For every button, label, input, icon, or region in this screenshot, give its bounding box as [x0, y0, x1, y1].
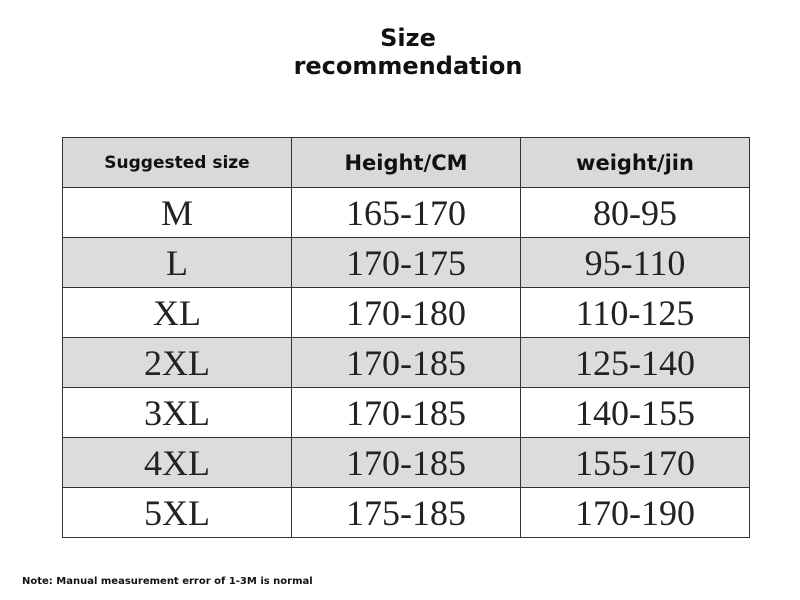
- table-cell: 170-185: [291, 437, 521, 488]
- table-row: XL 170-180 110-125: [62, 287, 750, 338]
- table-cell: L: [62, 237, 292, 288]
- table-cell: 2XL: [62, 337, 292, 388]
- table-cell: 170-185: [291, 337, 521, 388]
- header-row: Suggested size Height/CM weight/jin: [62, 137, 750, 188]
- table-cell: 125-140: [520, 337, 750, 388]
- table-body: M 165-170 80-95 L 170-175 95-110 XL 170-180 110-…: [62, 187, 750, 538]
- title: Size recommendation: [293, 24, 523, 80]
- table-cell: 170-180: [291, 287, 521, 338]
- table-cell: 170-185: [291, 387, 521, 438]
- table-cell: 175-185: [291, 487, 521, 538]
- table-cell: XL: [62, 287, 292, 338]
- table-cell: 170-190: [520, 487, 750, 538]
- column-header: Suggested size: [62, 137, 292, 188]
- table-cell: 165-170: [291, 187, 521, 238]
- table-row: L 170-175 95-110: [62, 237, 750, 288]
- table-cell: 140-155: [520, 387, 750, 438]
- table-cell: 3XL: [62, 387, 292, 438]
- table-cell: 110-125: [520, 287, 750, 338]
- table-row: M 165-170 80-95: [62, 187, 750, 238]
- table-cell: 155-170: [520, 437, 750, 488]
- size-table: Suggested size Height/CM weight/jin M 165-17…: [62, 137, 750, 538]
- table-cell: 170-175: [291, 237, 521, 288]
- table-row: 4XL 170-185 155-170: [62, 437, 750, 488]
- table-cell: 4XL: [62, 437, 292, 488]
- column-header: Height/CM: [291, 137, 521, 188]
- table-cell: 5XL: [62, 487, 292, 538]
- table-row: 5XL 175-185 170-190: [62, 487, 750, 538]
- table-row: 2XL 170-185 125-140: [62, 337, 750, 388]
- table-cell: 80-95: [520, 187, 750, 238]
- table-cell: 95-110: [520, 237, 750, 288]
- column-header: weight/jin: [520, 137, 750, 188]
- table-cell: M: [62, 187, 292, 238]
- note: Note: Manual measurement error of 1-3M i…: [22, 576, 313, 587]
- table-row: 3XL 170-185 140-155: [62, 387, 750, 438]
- table-header: Suggested size Height/CM weight/jin: [62, 137, 750, 188]
